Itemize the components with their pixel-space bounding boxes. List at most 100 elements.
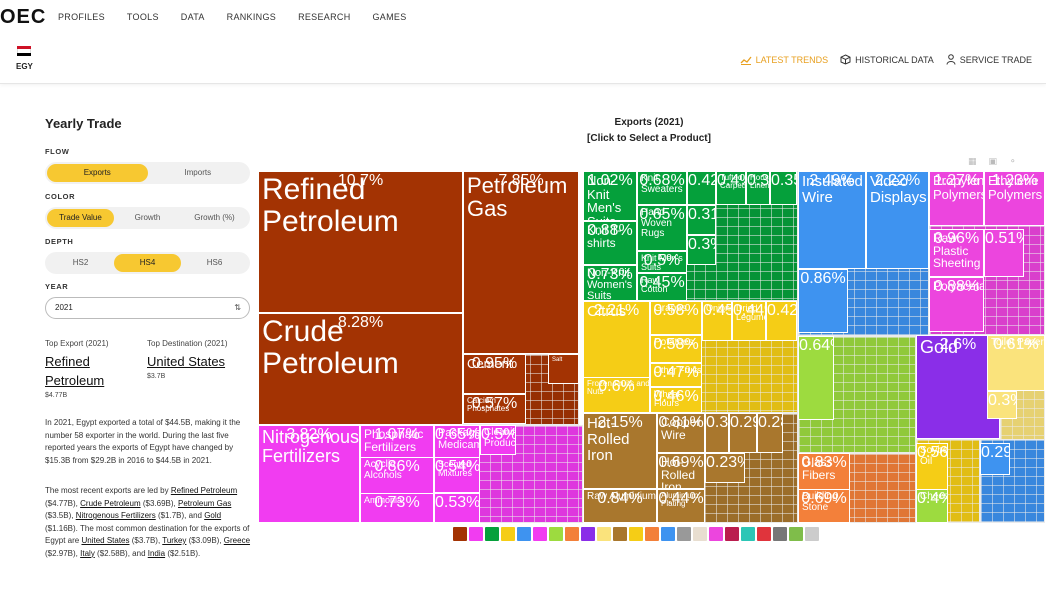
nav-profiles[interactable]: PROFILES [58,12,105,22]
treemap-cell[interactable]: 0.64% [798,336,834,420]
treemap-cell[interactable]: Raw Plastic Sheeting 0.96% [929,229,984,277]
treemap-cell[interactable]: Crude Petroleum 8.28% [258,313,463,425]
sector-filter-icon[interactable] [789,527,803,541]
sector-filter-icon[interactable] [533,527,547,541]
paragraph-link[interactable]: Gold [204,511,222,520]
sector-filter-icon[interactable] [709,527,723,541]
treemap-cell[interactable]: 0.86% [798,269,848,333]
treemap-cell[interactable]: 0.3% [705,413,729,453]
treemap-cell[interactable]: 0.51% [984,229,1024,277]
nav-data[interactable]: DATA [180,12,205,22]
sector-filter-icon[interactable] [581,527,595,541]
paragraph-link[interactable]: Nitrogenous Fertilizers [75,511,156,520]
depth-hs2-option[interactable]: HS2 [72,258,89,267]
top-destination-link[interactable]: United States [147,354,226,369]
treemap-cell[interactable]: Raw Cotton 0.45% [637,273,687,301]
treemap-cell[interactable]: 0.3% [987,391,1017,419]
sector-filter-icon[interactable] [485,527,499,541]
treemap-cell[interactable]: Petroleum Gas 7.85% [463,171,579,354]
treemap-cell[interactable]: Refined Petroleum 10.7% [258,171,463,313]
paragraph-link[interactable]: Greece [223,536,251,545]
share-icon[interactable]: ⚬ [1009,156,1017,166]
treemap-cell[interactable]: Non-Knit Men's Suits1.02% [583,171,637,221]
treemap-cell[interactable]: Knit Sweaters 0.68% [637,171,687,205]
latest-trends-link[interactable]: LATEST TRENDS [740,55,828,65]
treemap-cell[interactable]: Dried Legumes0.44% [732,301,766,341]
sector-filter-icon[interactable] [693,527,707,541]
image-download-icon[interactable]: ▣ [988,156,998,166]
treemap-cell[interactable]: Potatoes 0.58% [650,335,702,363]
treemap-cell[interactable]: Frozen Fruits and Nuts 0.6% [583,377,650,413]
treemap-cell[interactable]: 0.28% [757,413,783,453]
table-icon[interactable]: ▦ [968,156,977,166]
treemap-cell[interactable]: Other Fruits 0.47% [650,363,702,387]
paragraph-link[interactable]: Crude Petroleum [80,498,141,508]
flow-imports-option[interactable]: Imports [184,168,212,177]
treemap-cell[interactable]: Nitrogenous Fertilizers 3.82% [258,425,360,523]
treemap-cell[interactable]: Cleaning Products0.5% [480,425,516,455]
treemap-cell[interactable]: Hand-Woven Rugs 0.65% [637,205,687,251]
treemap-cell[interactable]: Hot-Rolled Iron 2.15% [583,413,657,489]
color-growth-option[interactable]: Growth [134,213,161,222]
sector-filter-icon[interactable] [469,527,483,541]
sector-filter-icon[interactable] [501,527,515,541]
treemap-cell[interactable]: 0.35% [770,171,797,205]
treemap-cell[interactable]: Wheat Flours 0.46% [650,387,702,413]
sector-filter-icon[interactable] [549,527,563,541]
treemap-cell[interactable]: Toilet Paper 0.61% [987,335,1045,391]
sector-filter-icon[interactable] [629,527,643,541]
treemap-cell[interactable]: Gold 2.6% [916,335,1000,439]
treemap-cell[interactable]: Copper Wire 0.81% [657,413,705,453]
treemap-cell[interactable]: Hot-Rolled Iron Bars0.69% [657,453,705,489]
treemap-cell[interactable]: Building Stone 0.69% [798,489,850,523]
paragraph-link[interactable]: Refined Petroleum [170,486,238,495]
flow-exports-option[interactable]: Exports [47,164,148,182]
nav-tools[interactable]: TOOLS [126,12,159,22]
treemap-cell[interactable]: Video Displays 2.22% [866,171,929,269]
treemap-cell[interactable]: Grapes 0.58% [650,301,702,335]
treemap-cell[interactable]: Acyclic Alcohols 0.86% [360,457,434,497]
treemap-cell[interactable]: Salt [548,354,579,384]
top-export-link[interactable]: Refined Petroleum [45,354,105,388]
sector-filter-icon[interactable] [517,527,531,541]
color-growth-pct-option[interactable]: Growth (%) [194,213,235,222]
treemap-cell[interactable]: House Linens0.36% [746,171,770,205]
historical-data-link[interactable]: HISTORICAL DATA [840,54,934,65]
treemap-cell[interactable]: 0.29% [729,413,757,453]
sector-filter-icon[interactable] [757,527,771,541]
treemap-cell[interactable]: Aluminium Plating 0.44% [657,489,705,523]
treemap-cell[interactable]: Non-Knit Women's Suits 0.73% [583,265,637,301]
treemap-cell[interactable]: 0.42% [766,301,797,341]
sector-filter-icon[interactable] [645,527,659,541]
color-trade-value-option[interactable]: Trade Value [47,209,114,227]
sector-filter-icon[interactable] [741,527,755,541]
sector-filter-icon[interactable] [453,527,467,541]
depth-hs6-option[interactable]: HS6 [206,258,223,267]
treemap-cell[interactable]: Scented Mixtures 0.54% [434,457,480,493]
treemap-cell[interactable]: Cement 0.95% [463,354,526,394]
treemap-cell[interactable]: Ammonia 0.73% [360,493,434,523]
service-trade-link[interactable]: SERVICE TRADE [946,54,1032,65]
sector-filter-icon[interactable] [597,527,611,541]
sector-filter-icon[interactable] [565,527,579,541]
treemap-cell[interactable]: 0.31% [687,205,716,235]
sector-filter-icon[interactable] [805,527,819,541]
oec-logo[interactable]: OEC [0,6,47,28]
sector-filter-icon[interactable] [613,527,627,541]
treemap-cell[interactable]: 0.23% [705,453,745,483]
sector-filter-icon[interactable] [725,527,739,541]
treemap-cell[interactable]: Ethylene Polymers 1.23% [984,171,1045,226]
treemap-cell[interactable]: 0.42% [687,171,716,205]
year-select[interactable]: 2021 ⇅ [45,297,250,319]
treemap-cell[interactable]: Insulated Wire 2.49% [798,171,866,269]
treemap-cell[interactable]: Calcium Phosphates 0.57% [463,394,526,424]
paragraph-link[interactable]: Italy [80,548,95,558]
sector-filter-icon[interactable] [677,527,691,541]
nav-games[interactable]: GAMES [372,12,407,22]
treemap-cell[interactable]: Knit Men's Suits 0.5% [637,251,687,273]
treemap-cell[interactable]: Knit T-shirts 0.88% [583,221,637,265]
nav-research[interactable]: RESEARCH [298,12,351,22]
